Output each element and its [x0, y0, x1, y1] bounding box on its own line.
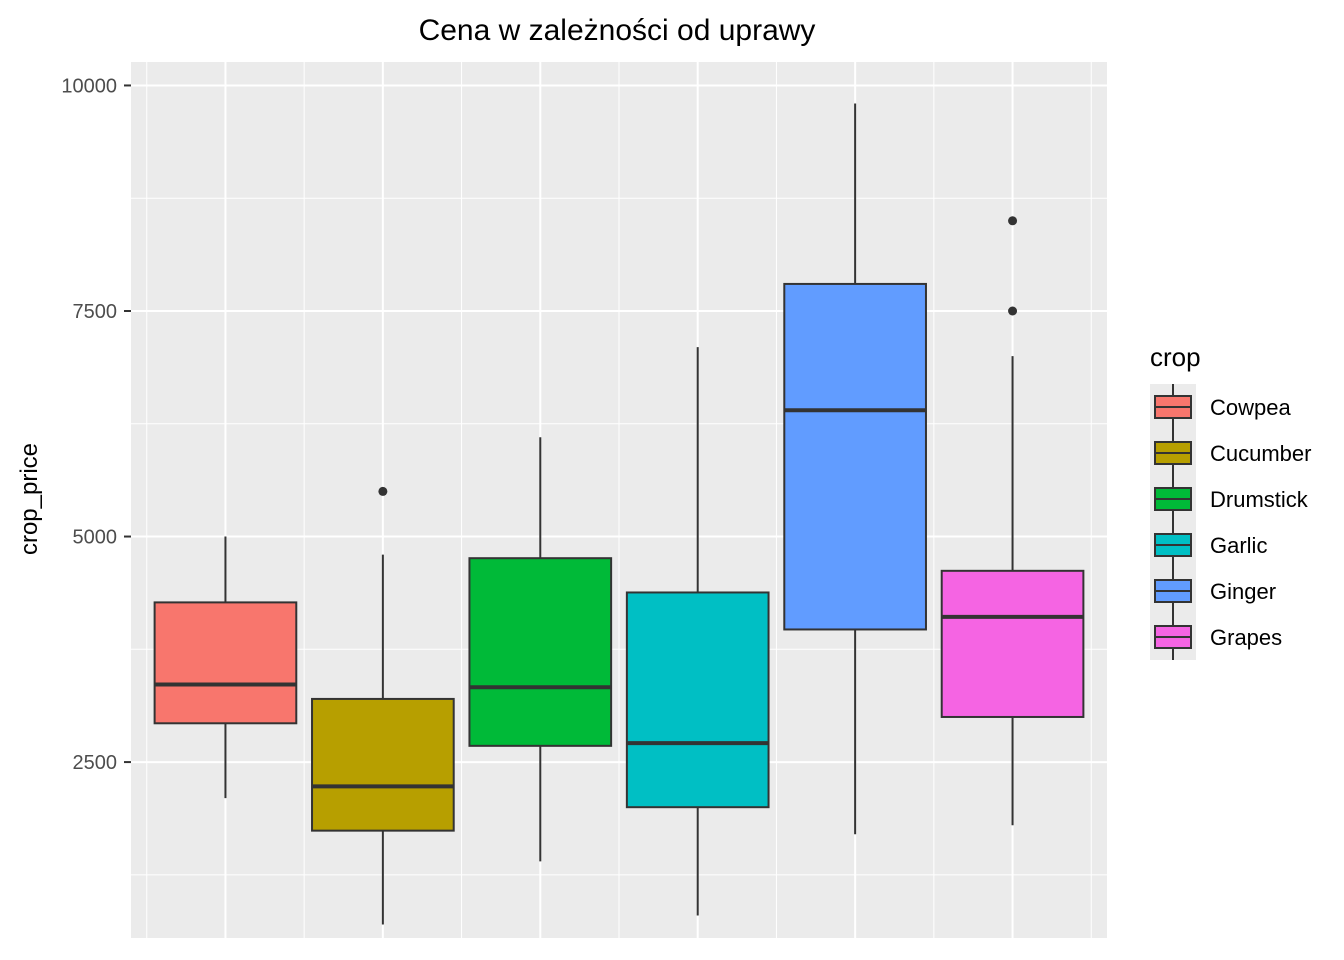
- box-garlic: [625, 347, 770, 916]
- box-iqr: [940, 569, 1085, 718]
- y-tick-label: 5000: [73, 527, 118, 549]
- y-tick-label: 7500: [73, 301, 118, 323]
- box-iqr: [468, 557, 613, 747]
- outlier-point: [1008, 216, 1018, 226]
- box-drumstick: [468, 437, 613, 862]
- box-cowpea: [153, 536, 298, 799]
- legend-item-grapes: Grapes: [1150, 614, 1282, 660]
- legend-title: crop: [1150, 342, 1201, 372]
- legend-label: Drumstick: [1210, 487, 1309, 512]
- legend-item-drumstick: Drumstick: [1150, 476, 1309, 522]
- box-grapes: [940, 216, 1085, 826]
- legend-item-cucumber: Cucumber: [1150, 430, 1311, 476]
- legend-item-garlic: Garlic: [1150, 522, 1267, 568]
- legend-label: Cucumber: [1210, 441, 1311, 466]
- y-tick-label: 2500: [73, 752, 118, 774]
- boxes: [153, 103, 1085, 925]
- y-axis: 2500 5000 7500 10000: [61, 75, 131, 774]
- outlier-point: [1008, 306, 1018, 316]
- legend-item-ginger: Ginger: [1150, 568, 1276, 614]
- box-iqr: [311, 697, 455, 832]
- chart-title: Cena w zależności od uprawy: [419, 14, 816, 47]
- legend: Cowpea Cucumber Drumstick Garlic Ginger Grape…: [1150, 384, 1311, 660]
- legend-label: Garlic: [1210, 533, 1267, 558]
- legend-item-cowpea: Cowpea: [1150, 384, 1291, 430]
- box-cucumber: [311, 486, 455, 925]
- outlier-point: [378, 486, 388, 496]
- y-axis-label: crop_price: [16, 443, 43, 555]
- y-tick-label: 10000: [61, 75, 117, 97]
- box-iqr: [783, 282, 927, 631]
- legend-label: Ginger: [1210, 579, 1276, 604]
- box-iqr: [625, 591, 770, 809]
- legend-label: Cowpea: [1210, 395, 1291, 420]
- box-iqr: [153, 601, 298, 725]
- legend-label: Grapes: [1210, 625, 1282, 650]
- box-ginger: [783, 103, 927, 835]
